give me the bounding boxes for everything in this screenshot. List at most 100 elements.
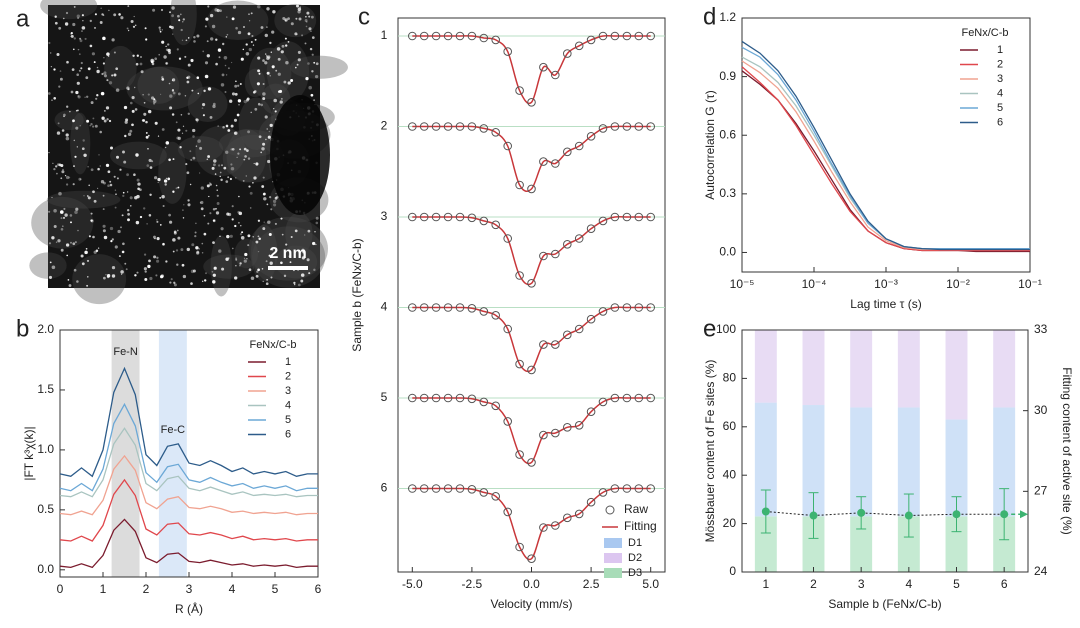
y-axis-title: Autocorrelation G (τ) — [703, 90, 717, 199]
raw-point — [491, 401, 501, 411]
bright-spot — [227, 129, 231, 132]
bright-spot — [52, 162, 54, 164]
bright-spot — [186, 80, 190, 84]
bright-spot — [122, 242, 125, 246]
bright-spot — [235, 177, 237, 179]
bright-spot — [85, 247, 88, 250]
y2-tick-label: 30 — [1034, 403, 1048, 417]
bright-spot — [265, 53, 267, 55]
bright-spot — [65, 183, 69, 186]
legend-label: 5 — [997, 102, 1003, 114]
bright-spot — [145, 38, 148, 41]
x-tick-label: 1 — [100, 582, 107, 596]
legend-title: FeNx/C-b — [961, 27, 1008, 39]
y-tick-label: 1.5 — [37, 382, 54, 396]
bright-spot — [190, 282, 193, 285]
bright-spot — [134, 108, 138, 111]
y-tick-label: 1.2 — [719, 10, 736, 24]
x-tick-label: 3 — [858, 577, 865, 591]
raw-point — [598, 124, 608, 133]
bright-spot — [79, 39, 83, 43]
raw-point — [431, 484, 441, 493]
bright-spot — [213, 159, 217, 163]
bright-spot — [290, 235, 293, 239]
bright-spot — [215, 62, 218, 66]
bright-spot — [136, 194, 140, 199]
bright-spot — [257, 69, 261, 73]
raw-point — [491, 311, 501, 320]
bright-spot — [127, 29, 130, 32]
bright-spot — [200, 207, 204, 211]
raw-point — [574, 324, 584, 334]
bright-spot — [215, 38, 218, 41]
bright-spot — [214, 8, 218, 12]
bright-spot — [249, 191, 253, 195]
bright-spot — [108, 119, 112, 123]
bright-spot — [129, 101, 133, 105]
bright-spot — [192, 156, 196, 160]
bright-spot — [65, 136, 70, 141]
bright-spot — [172, 190, 175, 193]
bright-spot — [248, 268, 252, 271]
region-label: Fe-N — [113, 346, 138, 358]
series-line — [59, 402, 318, 492]
bright-spot — [255, 274, 259, 278]
panel-label: c — [358, 3, 370, 30]
bright-spot — [182, 274, 187, 279]
raw-point — [431, 31, 441, 41]
plot-frame — [741, 329, 1029, 573]
bright-spot — [175, 187, 178, 190]
bright-spot — [92, 190, 95, 194]
bright-spot — [116, 155, 119, 159]
bright-spot — [84, 96, 86, 98]
bright-spot — [64, 174, 67, 177]
bright-spot — [231, 17, 235, 21]
raw-point — [467, 485, 477, 494]
bright-spot — [77, 95, 81, 99]
bright-spot — [203, 214, 206, 217]
bright-spot — [187, 75, 191, 79]
bright-spot — [247, 32, 251, 36]
bright-spot — [170, 278, 173, 281]
bright-spot — [250, 41, 253, 43]
raw-point — [598, 397, 608, 407]
bright-spot — [80, 254, 84, 258]
raw-point — [419, 484, 429, 493]
bright-spot — [280, 261, 283, 265]
y-axis-title: Sample b (FeNx/C-b) — [350, 238, 364, 351]
bright-spot — [195, 145, 198, 147]
bright-spot — [124, 134, 127, 138]
y-tick-label: 0 — [729, 564, 736, 578]
bright-spot — [133, 173, 136, 176]
bright-spot — [190, 158, 193, 161]
bright-spot — [89, 44, 93, 48]
bright-spot — [50, 52, 52, 54]
fitting-line — [412, 215, 651, 286]
bright-spot — [235, 257, 237, 260]
bright-spot — [238, 264, 241, 267]
bright-spot — [180, 114, 183, 116]
bright-spot — [159, 29, 161, 31]
raw-point — [431, 122, 441, 131]
bright-spot — [168, 213, 171, 217]
bright-spot — [202, 50, 205, 53]
bright-spot — [263, 197, 267, 201]
bright-spot — [210, 37, 214, 41]
bright-spot — [243, 26, 245, 28]
bright-spot — [120, 226, 122, 229]
raw-point — [646, 122, 656, 131]
bright-spot — [250, 111, 252, 114]
bright-spot — [108, 81, 113, 85]
raw-point — [479, 124, 489, 133]
x-tick-label: 5 — [272, 582, 279, 596]
raw-point — [586, 314, 596, 324]
bright-spot — [195, 246, 199, 250]
active-site-point — [857, 508, 866, 517]
region-label: Fe-C — [161, 424, 186, 436]
bright-spot — [51, 265, 56, 270]
panel-label: e — [703, 315, 716, 342]
texture — [274, 245, 318, 279]
bright-spot — [97, 187, 99, 189]
bright-spot — [313, 99, 315, 101]
